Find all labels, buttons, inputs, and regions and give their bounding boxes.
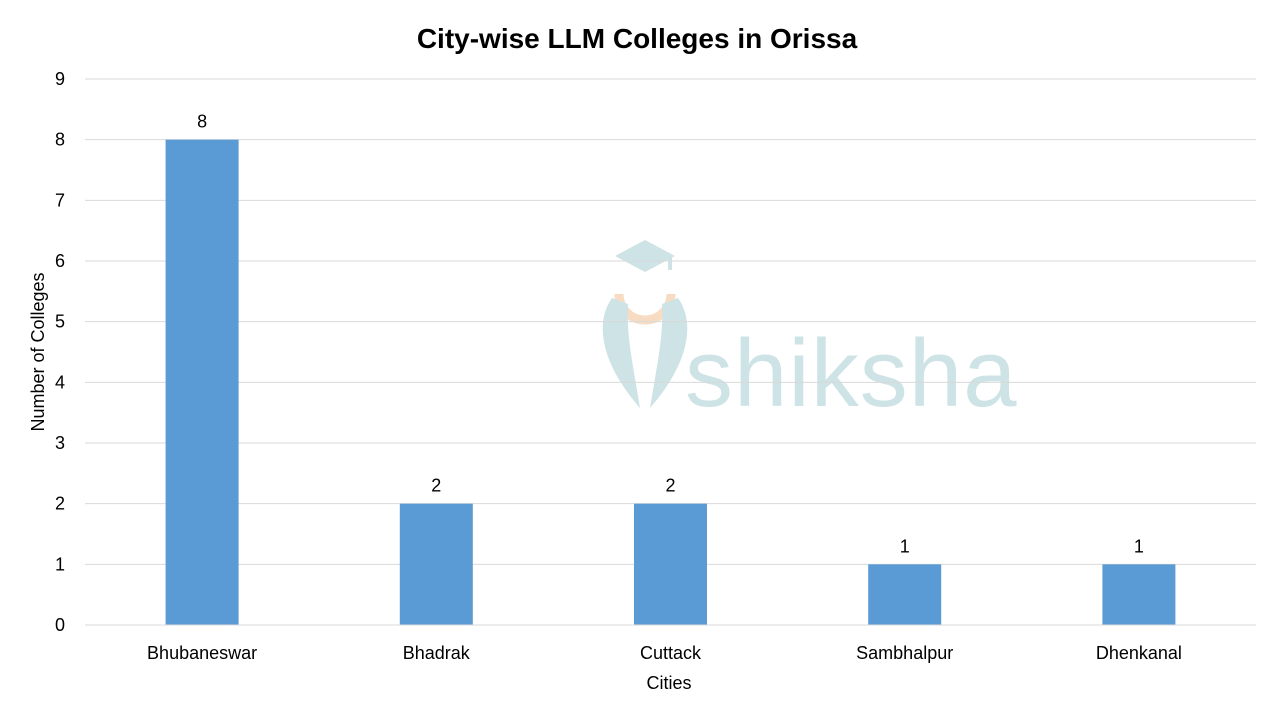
body-left xyxy=(602,298,640,408)
data-label: 2 xyxy=(431,476,441,496)
data-label: 1 xyxy=(1134,536,1144,556)
bar-sambhalpur xyxy=(868,564,942,625)
y-axis-ticks: 0 1 2 3 4 5 6 7 8 9 xyxy=(55,69,65,635)
bar-cuttack xyxy=(634,503,707,625)
y-tick-label: 5 xyxy=(55,312,65,332)
bar-bhubaneswar xyxy=(165,139,239,625)
graduation-cap-icon xyxy=(602,240,688,408)
bar-dhenkanal xyxy=(1102,564,1176,625)
watermark-text: shiksha xyxy=(685,320,1018,427)
y-tick-label: 8 xyxy=(55,130,65,150)
x-tick-label: Sambhalpur xyxy=(856,643,953,663)
watermark-logo: shiksha xyxy=(602,240,1018,427)
chart-title: City-wise LLM Colleges in Orissa xyxy=(417,23,858,54)
x-tick-label: Bhubaneswar xyxy=(147,643,257,663)
y-tick-label: 9 xyxy=(55,69,65,89)
y-axis-title: Number of Colleges xyxy=(28,272,48,431)
x-tick-label: Cuttack xyxy=(640,643,702,663)
x-axis-ticks: Bhubaneswar Bhadrak Cuttack Sambhalpur Dhenk… xyxy=(147,643,1182,663)
y-tick-label: 6 xyxy=(55,251,65,271)
y-tick-label: 2 xyxy=(55,494,65,514)
data-label: 1 xyxy=(900,536,910,556)
x-tick-label: Dhenkanal xyxy=(1096,643,1182,663)
y-tick-label: 7 xyxy=(55,190,65,210)
data-label: 8 xyxy=(197,112,207,132)
body-right xyxy=(650,298,688,408)
cap-board xyxy=(615,240,675,272)
bars xyxy=(165,139,1176,625)
data-labels: 8 2 2 1 1 xyxy=(197,112,1144,557)
y-tick-label: 0 xyxy=(55,615,65,635)
bar-bhadrak xyxy=(399,503,473,625)
x-tick-label: Bhadrak xyxy=(403,643,471,663)
cap-tassel xyxy=(668,256,672,270)
data-label: 2 xyxy=(665,476,675,496)
y-tick-label: 3 xyxy=(55,433,65,453)
y-tick-label: 1 xyxy=(55,554,65,574)
x-axis-title: Cities xyxy=(646,673,691,693)
y-tick-label: 4 xyxy=(55,372,65,392)
